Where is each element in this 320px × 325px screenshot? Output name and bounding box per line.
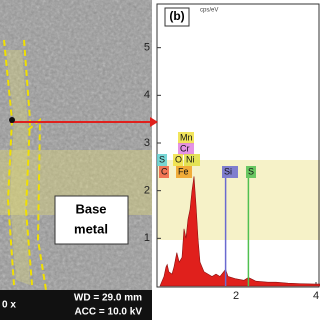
voltage: ACC = 10.0 kV bbox=[74, 307, 142, 318]
y-tick-label: 2 bbox=[144, 185, 150, 197]
panel-box bbox=[164, 7, 190, 27]
panel-label: (b) bbox=[169, 9, 184, 23]
y-tick-label: 3 bbox=[144, 137, 150, 149]
magnification: 0 x bbox=[2, 300, 16, 311]
element-label: S bbox=[159, 154, 165, 164]
label-box bbox=[54, 195, 129, 245]
element-label: O bbox=[175, 154, 182, 164]
element-label: Ni bbox=[186, 154, 195, 164]
plot-frame bbox=[156, 3, 320, 288]
element-box bbox=[178, 132, 194, 144]
element-box bbox=[184, 154, 200, 166]
element-box bbox=[157, 154, 167, 166]
element-box bbox=[178, 143, 194, 155]
spectrum-area bbox=[159, 176, 320, 287]
y-tick-label: 4 bbox=[144, 89, 150, 101]
working-distance: WD = 29.0 mm bbox=[74, 293, 142, 304]
y-unit: cps/eV bbox=[200, 8, 218, 14]
element-box bbox=[176, 166, 192, 178]
element-label: C bbox=[161, 166, 168, 176]
element-label: Fe bbox=[178, 166, 189, 176]
x-tick-label: 4 bbox=[313, 290, 319, 302]
element-label: Cr bbox=[180, 143, 190, 153]
element-box bbox=[159, 166, 169, 178]
info-bar bbox=[0, 290, 152, 320]
arrow-head bbox=[150, 117, 158, 127]
element-label: Mn bbox=[180, 132, 193, 142]
weld-zone bbox=[6, 50, 30, 285]
element-label: S bbox=[248, 166, 254, 176]
element-box bbox=[246, 166, 256, 178]
region-label: metal bbox=[74, 221, 108, 236]
element-box bbox=[173, 154, 183, 166]
point-marker bbox=[9, 117, 15, 123]
element-label: Si bbox=[224, 166, 232, 176]
element-box bbox=[222, 166, 238, 178]
boundary-line bbox=[3, 39, 47, 291]
y-tick-label: 1 bbox=[144, 232, 150, 244]
x-tick-label: 2 bbox=[233, 290, 239, 302]
y-tick-label: 5 bbox=[144, 42, 150, 54]
region-label: Base bbox=[75, 201, 106, 216]
